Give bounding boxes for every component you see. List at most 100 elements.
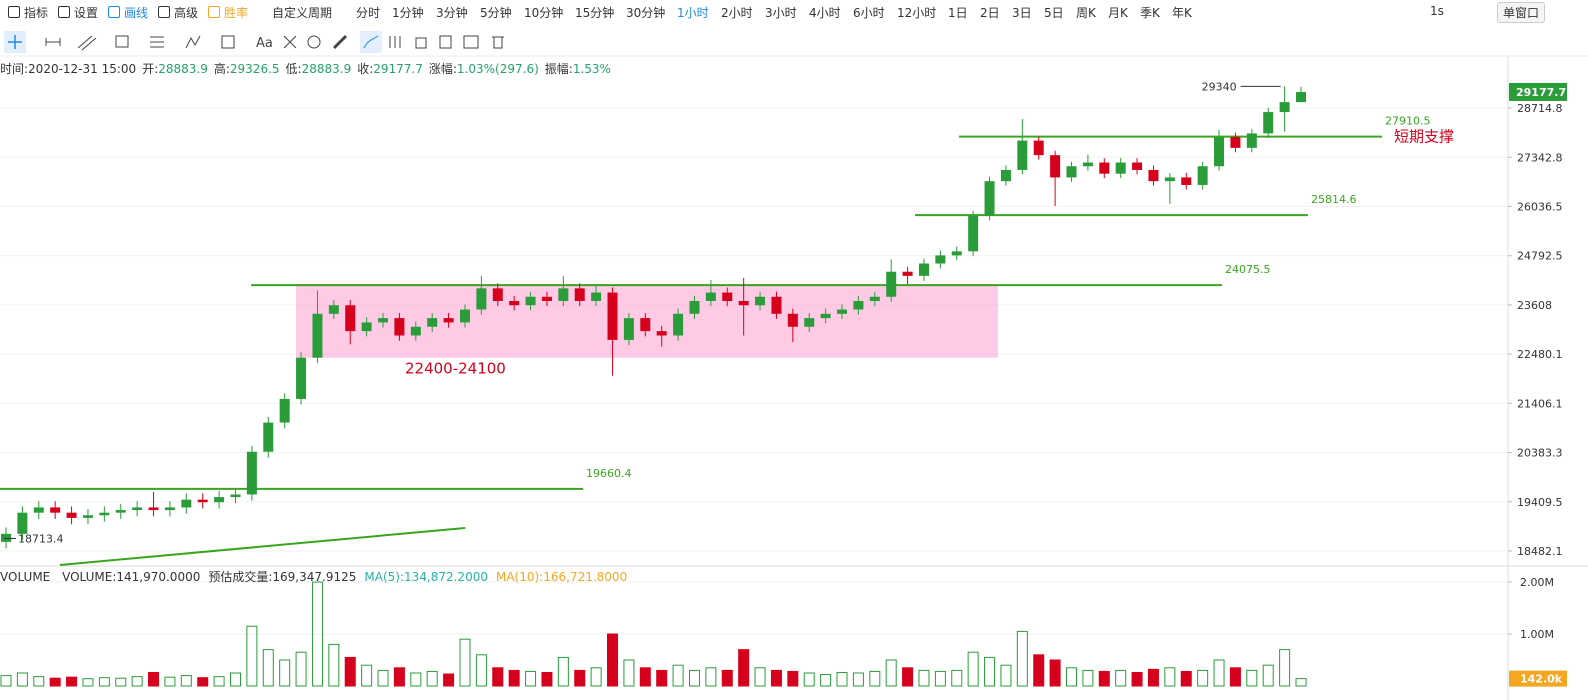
volume-bar [836,671,848,687]
volume-bar [328,643,340,687]
candle-body [1132,162,1143,170]
font-tool[interactable]: Aa [256,36,273,51]
copy-tool[interactable] [439,35,452,49]
period-button[interactable]: 30分钟 [626,6,666,20]
screenshot-tool[interactable] [463,35,479,49]
channel-tool[interactable] [77,35,97,51]
candle-body [17,512,28,534]
ruler-tool[interactable] [332,34,348,50]
candle-body [279,398,290,423]
tool-button[interactable]: 画线 [124,6,149,20]
tool-button[interactable]: 指标 [24,6,49,20]
candle-body [837,309,848,314]
volume-bar [1164,667,1176,687]
candle-body [886,271,897,297]
volume-bar [33,676,45,687]
volume-bar [66,676,78,687]
support-label: 19660.4 [586,467,632,480]
period-button[interactable]: 6小时 [853,6,885,20]
candle-body [394,318,405,336]
candle-body [378,318,389,323]
support-label: 27910.5 [1385,115,1431,128]
period-button[interactable]: 3分钟 [436,6,468,20]
period-button[interactable]: 5分钟 [480,6,512,20]
period-button[interactable]: 月K [1108,6,1128,20]
wave-tool[interactable] [185,35,201,49]
candle-body [296,357,307,399]
period-button[interactable]: 1日 [948,6,968,20]
hline-tool[interactable] [45,38,61,46]
period-button[interactable]: 3小时 [765,6,797,20]
pattern-tool[interactable] [283,35,297,49]
candle-body [132,507,143,511]
candle-body [50,507,61,513]
info-value: 29177.7 [373,62,423,76]
window-button[interactable]: 单窗口 [1497,2,1546,23]
period-button[interactable]: 季K [1140,6,1160,20]
period-button[interactable]: 4小时 [809,6,841,20]
period-button[interactable]: 年K [1172,6,1192,20]
hide-tool[interactable] [415,37,427,49]
volume-bar [1000,664,1012,687]
period-button[interactable]: 15分钟 [575,6,615,20]
min-marker: 18713.4 [18,532,64,545]
candle-body [623,318,634,340]
measure-tool[interactable] [221,35,235,49]
candle-body [820,313,831,319]
candle-body [1099,162,1110,174]
period-button[interactable]: 5日 [1044,6,1064,20]
y-tick-label: 27342.8 [1517,151,1563,164]
tool-button[interactable]: 设置 [74,6,99,20]
magnet-tool[interactable] [307,35,321,49]
info-label: 高: [213,62,230,76]
period-button[interactable]: 自定义周期 [272,6,333,20]
volume-bar [1049,659,1061,687]
y-tick-label: 24792.5 [1517,250,1563,263]
tool-icon [58,6,70,18]
trend-line [59,527,466,566]
candle-body [148,507,159,511]
info-value: 28883.9 [301,62,352,76]
volume-bar [525,670,537,687]
volume-bar [820,674,832,687]
volume-bar [1115,669,1127,687]
candle-body [689,300,700,314]
y-tick-label: 19409.5 [1517,496,1563,509]
period-button[interactable]: 周K [1076,6,1096,20]
tool-button[interactable]: 胜率 [224,6,249,20]
candle-body [345,305,356,332]
period-button[interactable]: 3日 [1012,6,1032,20]
volume-bar [131,676,143,687]
volume-bar [492,667,504,687]
candle-body [1263,112,1274,134]
fib-tool[interactable] [150,36,164,48]
candle-body [1000,169,1011,182]
draw-mode-tool[interactable] [360,31,382,53]
period-button[interactable]: 12小时 [897,6,937,20]
y-tick-label: 2.00M [1520,576,1554,589]
candle-body [1033,140,1044,156]
candle-body [459,309,470,323]
y-tick-label: 28714.8 [1517,102,1563,115]
volume-bar [426,670,438,687]
period-button[interactable]: 1分钟 [392,6,424,20]
volume-bar [934,670,946,687]
y-tick-label: 26036.5 [1517,200,1563,213]
period-button[interactable]: 10分钟 [524,6,564,20]
period-button[interactable]: 2小时 [721,6,753,20]
delete-tool[interactable] [492,36,504,49]
period-button[interactable]: 2日 [980,6,1000,20]
price-tag-label: 29177.7 [1516,86,1566,99]
candle-body [66,512,77,518]
tool-button[interactable]: 高级 [174,6,199,20]
period-button[interactable]: 1小时 [677,6,709,20]
lock-tool[interactable] [389,36,401,48]
candle-body [164,507,175,511]
y-tick-label: 22480.1 [1517,348,1563,361]
refresh-rate[interactable]: 1s [1430,4,1444,18]
rect-tool[interactable] [115,35,129,48]
candle-body [525,296,536,306]
candle-body [82,515,93,518]
period-button[interactable]: 分时 [356,6,381,20]
